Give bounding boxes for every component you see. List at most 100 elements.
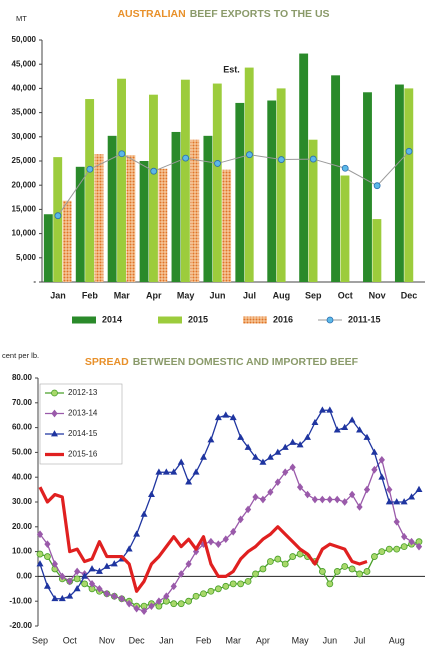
title-part: AUSTRALIAN — [117, 8, 185, 20]
marker — [36, 530, 44, 539]
y-axis-label: cent per lb. — [2, 351, 39, 360]
marker — [182, 154, 190, 162]
bar — [53, 157, 63, 282]
marker — [259, 458, 267, 465]
marker — [170, 600, 178, 608]
legend-swatch — [243, 316, 267, 324]
marker — [386, 485, 393, 494]
y-tick-label: 25,000 — [12, 156, 37, 165]
marker — [44, 540, 51, 548]
bar — [203, 135, 213, 282]
legend-swatch — [158, 316, 182, 324]
bar — [107, 135, 117, 282]
marker — [44, 553, 51, 560]
marker — [148, 602, 155, 610]
marker — [222, 535, 229, 544]
line — [38, 486, 368, 593]
marker — [281, 443, 289, 450]
y-tick-label: 35,000 — [12, 108, 37, 117]
y-tick-label: 5,000 — [16, 253, 37, 262]
marker — [244, 443, 252, 450]
marker — [267, 488, 274, 496]
marker — [133, 530, 141, 537]
y-tick-label: -20.00 — [9, 621, 32, 630]
marker — [318, 406, 326, 413]
x-tick-label: Jan — [159, 635, 174, 645]
y-tick-label: 10.00 — [12, 547, 33, 556]
y-tick-label: 80.00 — [12, 373, 33, 382]
marker — [363, 433, 371, 440]
marker — [51, 594, 59, 602]
legend-box — [39, 383, 123, 465]
marker — [163, 592, 170, 601]
marker — [215, 540, 222, 548]
y-tick-label: 60.00 — [12, 423, 33, 432]
bar — [222, 169, 232, 282]
marker — [177, 458, 185, 465]
marker — [252, 453, 259, 460]
marker — [393, 498, 401, 505]
marker — [118, 594, 125, 603]
marker — [296, 550, 304, 558]
marker — [385, 498, 393, 505]
marker — [170, 582, 177, 591]
bar — [190, 139, 200, 282]
marker — [125, 545, 133, 552]
marker — [126, 599, 133, 608]
marker — [185, 478, 193, 485]
bar — [331, 75, 341, 282]
marker — [296, 441, 304, 448]
marker — [319, 495, 326, 504]
marker — [66, 592, 74, 599]
marker — [59, 572, 66, 581]
y-tick-label: 50,000 — [12, 35, 37, 44]
y-tick-label: 30.00 — [12, 497, 33, 506]
marker — [86, 165, 94, 173]
bar — [394, 84, 404, 282]
marker — [36, 550, 44, 558]
marker — [200, 590, 207, 598]
x-tick-label: Dec — [129, 635, 146, 645]
x-tick-label: Jul — [354, 635, 366, 645]
chart-title: SPREAD BETWEEN DOMESTIC AND IMPORTED BEEF — [85, 356, 359, 368]
marker — [110, 560, 118, 567]
legend-swatch — [72, 316, 96, 324]
bar — [235, 102, 245, 282]
marker — [155, 597, 163, 606]
marker — [296, 483, 304, 491]
bar — [158, 168, 168, 282]
x-tick-label: Apr — [146, 290, 162, 300]
marker — [266, 453, 274, 460]
marker — [363, 568, 371, 575]
marker — [341, 423, 349, 430]
line — [39, 459, 420, 612]
marker — [341, 164, 349, 172]
marker — [147, 490, 155, 497]
bar — [299, 53, 309, 282]
marker — [348, 565, 356, 573]
x-tick-label: May — [292, 635, 310, 645]
bar — [117, 78, 126, 282]
marker — [252, 493, 259, 501]
marker — [207, 537, 215, 546]
y-tick-label: 15,000 — [12, 205, 37, 214]
marker — [178, 570, 185, 578]
marker — [333, 568, 341, 575]
marker — [118, 150, 126, 158]
marker — [192, 468, 200, 475]
marker — [177, 600, 185, 608]
y-tick-label: 50.00 — [12, 448, 33, 457]
y-tick-label: 40.00 — [12, 472, 33, 481]
marker — [309, 155, 317, 163]
title-part: BETWEEN DOMESTIC AND IMPORTED BEEF — [133, 356, 359, 368]
marker — [341, 563, 349, 570]
marker — [304, 490, 311, 499]
bar — [340, 175, 350, 282]
legend-marker — [326, 316, 334, 324]
marker — [349, 490, 356, 499]
marker — [311, 495, 319, 504]
marker — [43, 582, 51, 589]
marker — [36, 560, 44, 567]
y-axis-label: MT — [16, 14, 27, 23]
